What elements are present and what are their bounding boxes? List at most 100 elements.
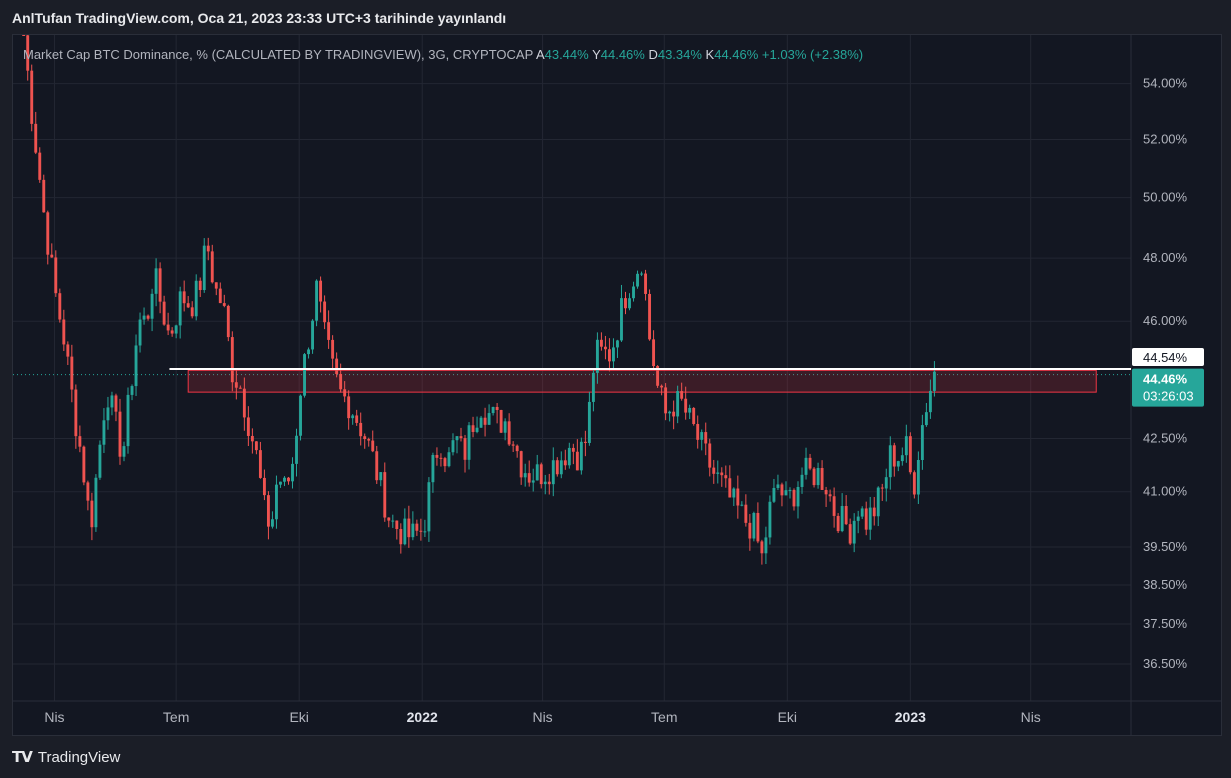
- candle-body: [595, 339, 599, 373]
- candle-body: [495, 406, 499, 410]
- candle-body: [162, 301, 166, 325]
- legend-ohlc-value: 43.44%: [545, 47, 592, 62]
- candle-body: [848, 524, 852, 544]
- candle-body: [299, 395, 302, 436]
- candle-body: [644, 273, 647, 294]
- candle-body: [323, 301, 327, 323]
- candle-body: [38, 152, 42, 180]
- y-tick-label: 37.50%: [1143, 616, 1188, 631]
- candle-body: [62, 319, 66, 345]
- candle-body: [134, 345, 138, 387]
- candle-body: [226, 305, 230, 338]
- candle-body: [118, 411, 122, 457]
- chart-pane[interactable]: 54.00% 52.00% 50.00% 48.00% 46.00% 42.50% 41.0…: [12, 34, 1222, 736]
- candlestick-chart[interactable]: 54.00% 52.00% 50.00% 48.00% 46.00% 42.50% 41.0…: [13, 35, 1221, 735]
- candles-layer: [22, 35, 936, 565]
- candle-body: [720, 472, 724, 476]
- candle-body: [535, 464, 539, 481]
- candle-body: [415, 523, 419, 531]
- last-price-tag: [1132, 368, 1204, 407]
- candle-body: [519, 451, 523, 478]
- candle-body: [186, 303, 190, 308]
- candle-body: [383, 472, 387, 518]
- candle-body: [539, 464, 543, 485]
- candle-body: [218, 288, 222, 304]
- candle-body: [423, 531, 427, 533]
- candle-body: [178, 291, 182, 326]
- y-tick-label: 36.50%: [1143, 656, 1188, 671]
- candle-body: [836, 515, 840, 532]
- candle-body: [315, 280, 319, 321]
- candle-body: [427, 482, 431, 532]
- candle-body: [868, 507, 872, 530]
- candle-body: [459, 436, 463, 439]
- time-axis[interactable]: Nis Tem Eki 2022 Nis Tem Eki 2023 Nis: [44, 709, 1040, 725]
- candle-body: [94, 477, 98, 528]
- candle-body: [54, 257, 58, 294]
- candle-body: [42, 179, 46, 213]
- candle-body: [796, 486, 800, 507]
- candle-body: [463, 438, 467, 460]
- candle-body: [571, 447, 575, 452]
- candle-body: [311, 320, 315, 350]
- candle-body: [399, 528, 403, 545]
- candle-body: [491, 406, 495, 414]
- tradingview-footer: 𝗧𝗩 TradingView: [12, 746, 120, 768]
- candle-body: [90, 500, 94, 528]
- candle-body: [704, 432, 708, 444]
- candle-body: [812, 468, 816, 486]
- candle-body: [523, 473, 527, 478]
- candle-body: [58, 293, 62, 320]
- last-price-label: 44.46%: [1143, 372, 1188, 387]
- candle-body: [138, 319, 142, 346]
- candle-body: [676, 391, 680, 417]
- candle-body: [331, 339, 335, 359]
- candle-body: [780, 484, 784, 496]
- price-axis[interactable]: 54.00% 52.00% 50.00% 48.00% 46.00% 42.50% 41.0…: [1132, 76, 1204, 671]
- candle-body: [680, 391, 684, 399]
- candle-body: [222, 303, 226, 306]
- candle-body: [692, 407, 696, 424]
- legend-ohlc-key: A: [536, 47, 545, 62]
- candle-body: [808, 457, 812, 469]
- y-tick-label: 46.00%: [1143, 313, 1188, 328]
- x-tick-label: Eki: [778, 709, 797, 725]
- candle-body: [776, 484, 780, 488]
- candle-body: [170, 330, 174, 334]
- candle-body: [824, 489, 828, 495]
- candle-body: [363, 436, 367, 440]
- candle-body: [182, 291, 186, 304]
- candle-body: [599, 339, 603, 347]
- candle-body: [764, 537, 768, 554]
- candle-body: [603, 346, 607, 350]
- candle-body: [50, 254, 54, 258]
- resistance-zone: [187, 369, 1097, 393]
- candle-body: [479, 417, 483, 428]
- symbol-legend: Market Cap BTC Dominance, % (CALCULATED …: [23, 47, 863, 62]
- candle-body: [672, 411, 676, 417]
- candle-body: [194, 280, 198, 317]
- candle-body: [238, 387, 242, 389]
- candle-body: [840, 506, 844, 532]
- candle-body: [563, 460, 567, 466]
- candle-body: [431, 454, 435, 483]
- candle-body: [250, 435, 254, 442]
- candle-body: [130, 386, 134, 395]
- candle-body: [154, 268, 158, 294]
- candle-body: [872, 507, 876, 517]
- candle-body: [126, 394, 130, 447]
- x-tick-label: Tem: [651, 709, 677, 725]
- candle-body: [860, 508, 864, 517]
- candle-body: [612, 347, 615, 362]
- candle-body: [828, 494, 832, 497]
- candle-body: [531, 480, 535, 483]
- candle-body: [507, 421, 511, 445]
- candle-body: [34, 123, 38, 153]
- candle-body: [760, 541, 764, 554]
- legend-ohlc-value: 44.46%: [714, 47, 762, 62]
- x-tick-label: 2023: [895, 709, 926, 725]
- candle-body: [270, 519, 274, 527]
- candle-body: [708, 443, 712, 468]
- candle-body: [142, 315, 146, 320]
- candle-body: [792, 489, 796, 507]
